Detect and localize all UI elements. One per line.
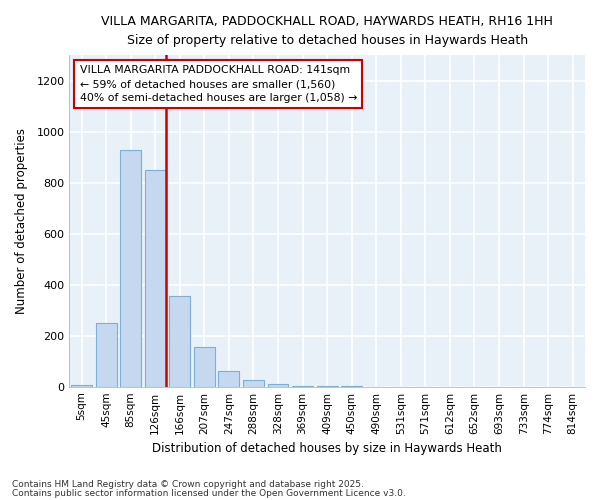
Bar	[268, 384, 289, 386]
Bar	[243, 380, 264, 386]
Bar	[120, 150, 141, 386]
Title: VILLA MARGARITA, PADDOCKHALL ROAD, HAYWARDS HEATH, RH16 1HH
Size of property rel: VILLA MARGARITA, PADDOCKHALL ROAD, HAYWA…	[101, 15, 553, 47]
Bar	[218, 371, 239, 386]
Text: Contains HM Land Registry data © Crown copyright and database right 2025.: Contains HM Land Registry data © Crown c…	[12, 480, 364, 489]
Bar	[169, 296, 190, 386]
Text: VILLA MARGARITA PADDOCKHALL ROAD: 141sqm
← 59% of detached houses are smaller (1: VILLA MARGARITA PADDOCKHALL ROAD: 141sqm…	[80, 65, 357, 103]
Y-axis label: Number of detached properties: Number of detached properties	[15, 128, 28, 314]
Bar	[194, 347, 215, 387]
Bar	[145, 170, 166, 386]
X-axis label: Distribution of detached houses by size in Haywards Heath: Distribution of detached houses by size …	[152, 442, 502, 455]
Bar	[96, 324, 116, 386]
Text: Contains public sector information licensed under the Open Government Licence v3: Contains public sector information licen…	[12, 489, 406, 498]
